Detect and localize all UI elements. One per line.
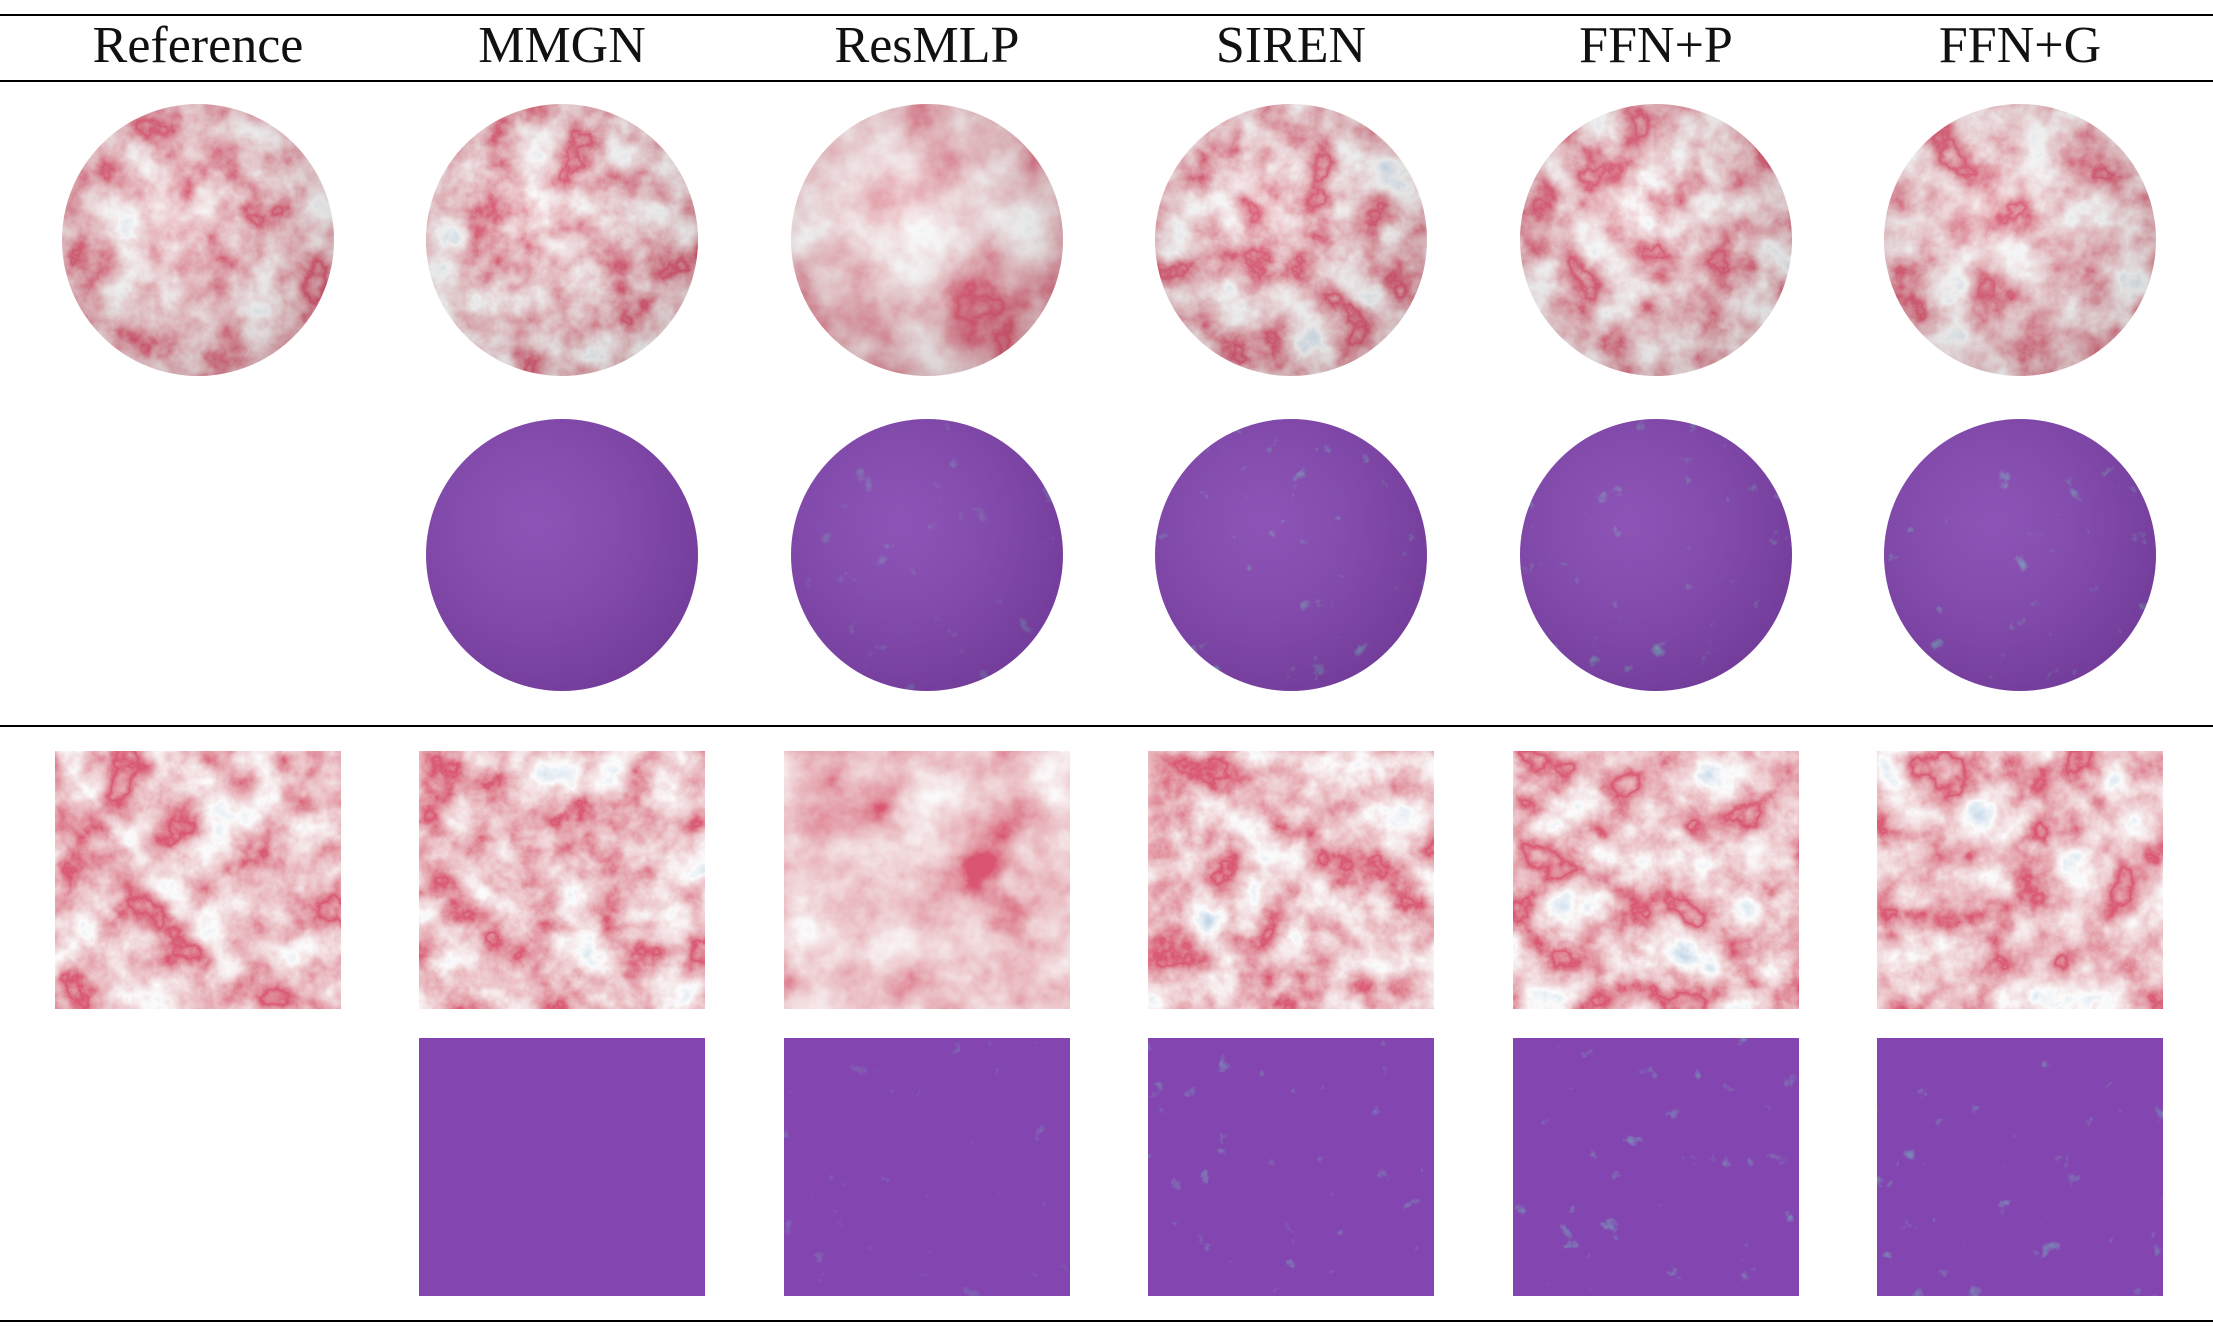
patch-texture <box>1148 751 1434 1009</box>
sphere-prediction-ffn-g <box>1882 102 2158 378</box>
column-label: FFN+P <box>1579 16 1733 74</box>
column-label: MMGN <box>478 16 646 74</box>
sphere-error-mmgn <box>424 417 700 693</box>
patch-texture <box>784 1038 1070 1296</box>
patch-prediction-resmlp <box>784 751 1070 1009</box>
patch-texture <box>419 751 705 1009</box>
top-rule <box>0 14 2213 16</box>
patch-error-resmlp <box>784 1038 1070 1296</box>
sphere-shading <box>62 104 334 376</box>
sphere-shading <box>791 104 1063 376</box>
sphere-shading <box>1155 104 1427 376</box>
column-label: FFN+G <box>1938 16 2102 74</box>
header-rule <box>0 80 2213 82</box>
patch-error-siren <box>1148 1038 1434 1296</box>
column-label: Reference <box>92 16 304 74</box>
column-header-mmgn: MMGN <box>422 10 702 80</box>
section-divider-rule <box>0 725 2213 727</box>
sphere-prediction-reference <box>60 102 336 378</box>
sphere-error-siren <box>1153 417 1429 693</box>
patch-texture <box>419 1038 705 1296</box>
column-header-ffn-g: FFN+G <box>1880 10 2160 80</box>
sphere-shading <box>791 419 1063 691</box>
sphere-error-ffn-p <box>1518 417 1794 693</box>
sphere-error-resmlp <box>789 417 1065 693</box>
column-label: SIREN <box>1215 16 1367 74</box>
column-label: ResMLP <box>834 16 1020 74</box>
column-header-reference: Reference <box>58 10 338 80</box>
sphere-prediction-mmgn <box>424 102 700 378</box>
sphere-shading <box>1520 419 1792 691</box>
sphere-shading <box>1155 419 1427 691</box>
patch-prediction-reference <box>55 751 341 1009</box>
sphere-shading <box>426 419 698 691</box>
sphere-shading <box>1884 419 2156 691</box>
column-header-ffn-p: FFN+P <box>1516 10 1796 80</box>
patch-texture <box>1877 751 2163 1009</box>
patch-texture <box>1513 751 1799 1009</box>
patch-texture <box>1513 1038 1799 1296</box>
sphere-error-ffn-g <box>1882 417 2158 693</box>
patch-prediction-mmgn <box>419 751 705 1009</box>
patch-prediction-ffn-p <box>1513 751 1799 1009</box>
patch-texture <box>784 751 1070 1009</box>
patch-texture <box>1148 1038 1434 1296</box>
sphere-prediction-siren <box>1153 102 1429 378</box>
patch-texture <box>1877 1038 2163 1296</box>
sphere-prediction-resmlp <box>789 102 1065 378</box>
patch-prediction-ffn-g <box>1877 751 2163 1009</box>
bottom-rule <box>0 1320 2213 1322</box>
patch-error-mmgn <box>419 1038 705 1296</box>
column-header-siren: SIREN <box>1151 10 1431 80</box>
patch-texture <box>55 751 341 1009</box>
sphere-shading <box>426 104 698 376</box>
patch-error-ffn-g <box>1877 1038 2163 1296</box>
sphere-shading <box>1520 104 1792 376</box>
sphere-shading <box>1884 104 2156 376</box>
column-header-resmlp: ResMLP <box>787 10 1067 80</box>
patch-prediction-siren <box>1148 751 1434 1009</box>
sphere-prediction-ffn-p <box>1518 102 1794 378</box>
patch-error-ffn-p <box>1513 1038 1799 1296</box>
